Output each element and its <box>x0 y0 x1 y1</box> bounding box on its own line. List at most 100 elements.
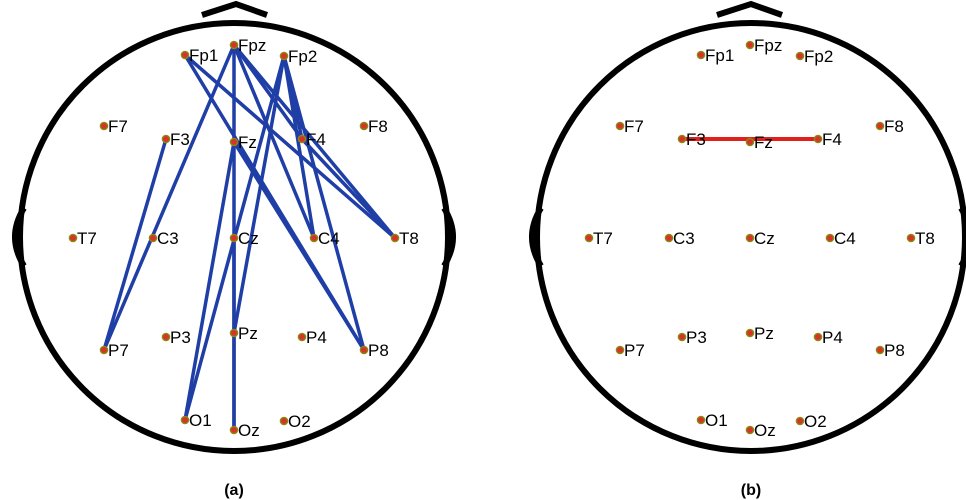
electrode-dot-p3 <box>161 332 171 342</box>
electrode-dot-t7 <box>584 233 594 243</box>
electrode-label-fz: Fz <box>238 133 257 152</box>
electrode-label-c3: C3 <box>157 229 179 248</box>
connection-fp2-p8 <box>282 54 366 352</box>
electrode-dot-f8 <box>875 121 885 131</box>
electrode-label-oz: Oz <box>238 421 260 440</box>
electrode-dot-pz <box>745 328 755 338</box>
electrode-dot-cz <box>745 233 755 243</box>
electrode-dot-fpz <box>745 40 755 50</box>
electrode-dot-fp2 <box>795 51 805 61</box>
electrode-label-c4: C4 <box>318 229 340 248</box>
electrode-dot-f3 <box>161 134 171 144</box>
connection-fp2-pz <box>232 54 286 335</box>
electrode-dot-p3 <box>677 332 687 342</box>
electrode-label-fz: Fz <box>754 133 773 152</box>
connection-fz-p8 <box>232 140 366 352</box>
electrode-label-f7: F7 <box>624 117 644 136</box>
electrode-dot-p8 <box>875 345 885 355</box>
electrode-label-o1: O1 <box>705 411 728 430</box>
electrode-dot-fpz <box>229 40 239 50</box>
electrodes-b: Fp1 Fpz Fp2 F7 F3 Fz F4 F8 T7 C3 Cz C4 T8 P7 P3 Pz P4 P8 O… <box>584 36 935 440</box>
electrode-dot-cz <box>229 233 239 243</box>
electrode-dot-t7 <box>68 233 78 243</box>
electrode-label-fpz: Fpz <box>238 36 266 55</box>
electrode-label-oz: Oz <box>754 421 776 440</box>
electrode-label-t8: T8 <box>915 229 935 248</box>
electrode-label-p4: P4 <box>306 328 327 347</box>
electrode-dot-c4 <box>309 233 319 243</box>
electrode-dot-p4 <box>813 332 823 342</box>
electrode-label-o2: O2 <box>804 412 827 431</box>
head-circle-b <box>534 20 966 454</box>
panel-a: Fp1 Fpz Fp2 F7 F3 Fz F4 F8 T7 C3 Cz C4 T8 P7 P3 Pz P4 P8 O… <box>12 0 456 499</box>
electrode-label-f4: F4 <box>306 130 326 149</box>
electrode-dot-fz <box>229 137 239 147</box>
electrode-dot-o2 <box>795 416 805 426</box>
electrode-label-p7: P7 <box>108 341 129 360</box>
connection-fpz-c4 <box>232 43 316 240</box>
electrode-dot-oz <box>229 425 239 435</box>
electrode-dot-o1 <box>696 415 706 425</box>
electrode-label-p3: P3 <box>686 328 707 347</box>
connection-fz-o1 <box>183 140 236 422</box>
electrode-dot-p7 <box>615 345 625 355</box>
caption-a: (a) <box>224 482 244 499</box>
connection-f3-p7 <box>102 137 168 352</box>
electrode-dot-c4 <box>825 233 835 243</box>
electrode-label-f8: F8 <box>368 117 388 136</box>
electrode-label-c3: C3 <box>673 229 695 248</box>
electrode-dot-p7 <box>99 345 109 355</box>
electrode-dot-o2 <box>279 416 289 426</box>
electrode-label-pz: Pz <box>754 324 774 343</box>
connection-fpz-p7 <box>102 43 236 352</box>
electrode-label-o2: O2 <box>288 412 311 431</box>
electrode-dot-fp1 <box>180 50 190 60</box>
electrode-label-c4: C4 <box>834 229 856 248</box>
electrode-dot-o1 <box>180 415 190 425</box>
connection-fpz-t8 <box>232 43 397 240</box>
electrode-dot-c3 <box>664 233 674 243</box>
head-circle-a <box>17 20 451 454</box>
electrode-label-f8: F8 <box>884 117 904 136</box>
electrode-dot-pz <box>229 328 239 338</box>
electrode-dot-f4 <box>297 134 307 144</box>
electrode-dot-p8 <box>359 345 369 355</box>
electrode-label-p8: P8 <box>884 341 905 360</box>
electrode-label-p7: P7 <box>624 341 645 360</box>
connection-fpz-f4 <box>232 43 304 141</box>
electrode-dot-t8 <box>906 233 916 243</box>
electrodes-a: Fp1 Fpz Fp2 F7 F3 Fz F4 F8 T7 C3 Cz C4 T8 P7 P3 Pz P4 P8 O… <box>68 36 419 440</box>
electrode-label-fp2: Fp2 <box>804 47 833 66</box>
electrode-label-fp2: Fp2 <box>288 47 317 66</box>
connection-fp1-t8 <box>183 53 397 240</box>
electrode-label-pz: Pz <box>238 324 258 343</box>
electrode-label-p8: P8 <box>368 341 389 360</box>
connection-fp2-f4 <box>282 54 304 141</box>
electrode-dot-fp2 <box>279 51 289 61</box>
electrode-label-t8: T8 <box>399 229 419 248</box>
electrode-dot-t8 <box>390 233 400 243</box>
electrode-label-f3: F3 <box>170 130 190 149</box>
electrode-label-t7: T7 <box>77 229 97 248</box>
connections-a <box>102 43 397 432</box>
electrode-dot-f7 <box>615 121 625 131</box>
electrode-label-o1: O1 <box>189 411 212 430</box>
electrode-dot-fz <box>745 137 755 147</box>
electrode-label-t7: T7 <box>593 229 613 248</box>
electrode-label-f3: F3 <box>686 130 706 149</box>
head-outline-b <box>716 0 784 18</box>
electrode-dot-f8 <box>359 121 369 131</box>
electrode-dot-oz <box>745 425 755 435</box>
electrode-label-fp1: Fp1 <box>189 46 218 65</box>
head-outline-a <box>201 0 269 18</box>
electrode-label-fpz: Fpz <box>754 36 782 55</box>
electrode-dot-f7 <box>99 121 109 131</box>
electrode-label-fp1: Fp1 <box>705 46 734 65</box>
electrode-dot-c3 <box>148 233 158 243</box>
panel-b: Fp1 Fpz Fp2 F7 F3 Fz F4 F8 T7 C3 Cz C4 T8 P7 P3 Pz P4 P8 O… <box>529 0 966 499</box>
electrode-dot-f3 <box>677 134 687 144</box>
electrode-label-f4: F4 <box>822 130 842 149</box>
electrode-label-f7: F7 <box>108 117 128 136</box>
caption-b: (b) <box>741 482 761 499</box>
